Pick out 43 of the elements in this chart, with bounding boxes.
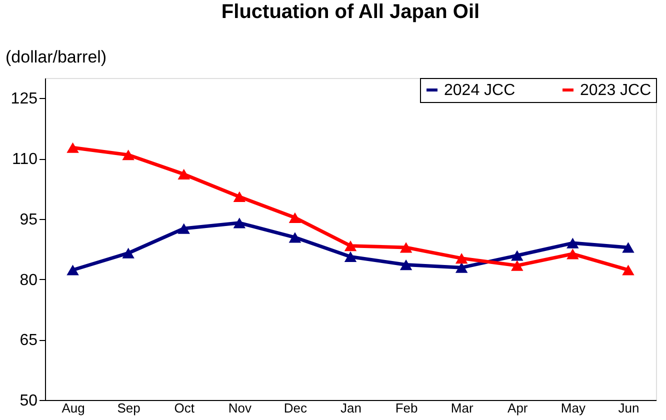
x-tick-label: Sep: [117, 400, 140, 416]
point: [344, 251, 357, 262]
point: [66, 264, 79, 276]
y-tick-label: 95: [20, 211, 38, 228]
point: [511, 260, 524, 271]
y-tick-label: 125: [10, 90, 38, 108]
x-tick-label: Dec: [284, 400, 308, 416]
point: [233, 191, 246, 202]
x-tick-label: Nov: [228, 400, 252, 416]
point: [400, 242, 412, 253]
point: [66, 142, 79, 153]
point: [566, 248, 579, 260]
x-tick-label: Aug: [62, 400, 85, 416]
x-tick-label: Apr: [508, 400, 528, 416]
legend-label: 2023 JCC: [580, 82, 652, 99]
point: [455, 262, 468, 273]
x-tick-label: Mar: [450, 400, 474, 416]
point: [344, 240, 357, 252]
point: [400, 259, 412, 270]
x-tick-label: Jun: [618, 400, 640, 416]
point: [122, 248, 134, 258]
y-tick-label: 80: [20, 272, 38, 289]
y-axis-title: (dollar/barrel): [6, 48, 107, 66]
point: [233, 218, 246, 228]
point: [622, 264, 634, 276]
point: [566, 238, 579, 248]
x-tick-label: Feb: [395, 400, 418, 416]
chart-title: Fluctuation of All Japan Oil: [221, 1, 480, 23]
point: [455, 253, 468, 264]
point: [288, 232, 302, 243]
x-tick-label: Oct: [174, 400, 195, 416]
y-tick-label: 50: [20, 392, 38, 410]
x-tick-label: May: [560, 400, 586, 416]
point: [178, 168, 190, 180]
x-tick-label: Jan: [340, 400, 362, 416]
point: [622, 242, 634, 253]
point: [511, 250, 524, 261]
y-tick-label: 110: [12, 151, 38, 168]
point: [122, 150, 134, 160]
point: [178, 223, 190, 234]
point: [288, 212, 302, 223]
y-tick-label: 65: [20, 332, 38, 350]
legend-label: 2024 JCC: [444, 82, 516, 99]
